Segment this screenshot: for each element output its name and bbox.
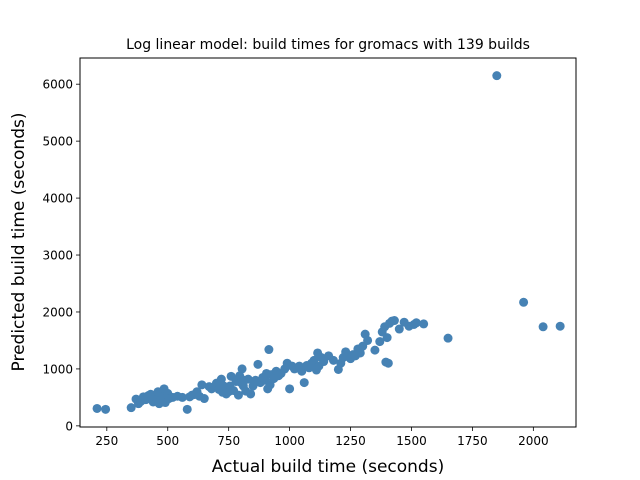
data-point <box>375 337 385 347</box>
plot-frame <box>79 57 577 428</box>
data-point <box>443 333 453 343</box>
y-tick-label: 1000 <box>42 362 73 376</box>
data-point <box>411 318 421 328</box>
y-tick-label: 2000 <box>42 305 73 319</box>
data-point <box>538 322 548 332</box>
y-tick-label: 3000 <box>42 249 73 263</box>
points-layer <box>92 71 565 414</box>
x-axis-label: Actual build time (seconds) <box>212 457 444 477</box>
data-point <box>363 335 373 345</box>
x-tick-label: 1000 <box>274 434 305 448</box>
data-point <box>394 324 404 334</box>
data-point <box>216 374 226 384</box>
data-point <box>237 364 247 374</box>
x-tick-label: 1750 <box>457 434 488 448</box>
x-tick-label: 2000 <box>518 434 549 448</box>
y-axis-label: Predicted build time (seconds) <box>9 113 29 372</box>
data-point <box>285 384 295 394</box>
data-point <box>126 403 136 413</box>
data-point <box>382 333 392 343</box>
data-point <box>370 345 380 355</box>
data-point <box>253 359 263 369</box>
data-point <box>419 319 429 329</box>
y-tick-label: 4000 <box>42 192 73 206</box>
data-point <box>389 316 399 326</box>
y-tick-label: 6000 <box>42 78 73 92</box>
x-tick-label: 250 <box>95 434 118 448</box>
data-point <box>197 380 207 390</box>
data-point <box>182 404 192 414</box>
data-point <box>264 345 274 355</box>
data-point <box>92 403 102 413</box>
data-point <box>101 404 111 414</box>
data-point <box>243 374 253 384</box>
data-point <box>328 355 338 365</box>
data-point <box>177 392 187 402</box>
x-tick-label: 1500 <box>396 434 427 448</box>
x-tick-label: 750 <box>217 434 240 448</box>
data-point <box>519 297 529 307</box>
data-point <box>555 321 565 331</box>
data-point <box>383 358 393 368</box>
y-tick-label: 0 <box>65 419 73 433</box>
data-point <box>492 71 502 81</box>
data-point <box>246 389 256 399</box>
y-axis: 0 1000 2000 3000 4000 5000 6000 <box>42 78 80 433</box>
x-axis: 250 500 750 1000 1250 1500 1750 2000 <box>95 427 549 448</box>
data-point <box>355 348 365 358</box>
y-tick-label: 5000 <box>42 135 73 149</box>
data-point <box>233 390 243 400</box>
x-tick-label: 1250 <box>335 434 366 448</box>
data-point <box>341 347 351 357</box>
data-point <box>299 378 309 388</box>
chart-title: Log linear model: build times for gromac… <box>126 37 530 53</box>
x-tick-label: 500 <box>156 434 179 448</box>
data-point <box>199 394 209 404</box>
